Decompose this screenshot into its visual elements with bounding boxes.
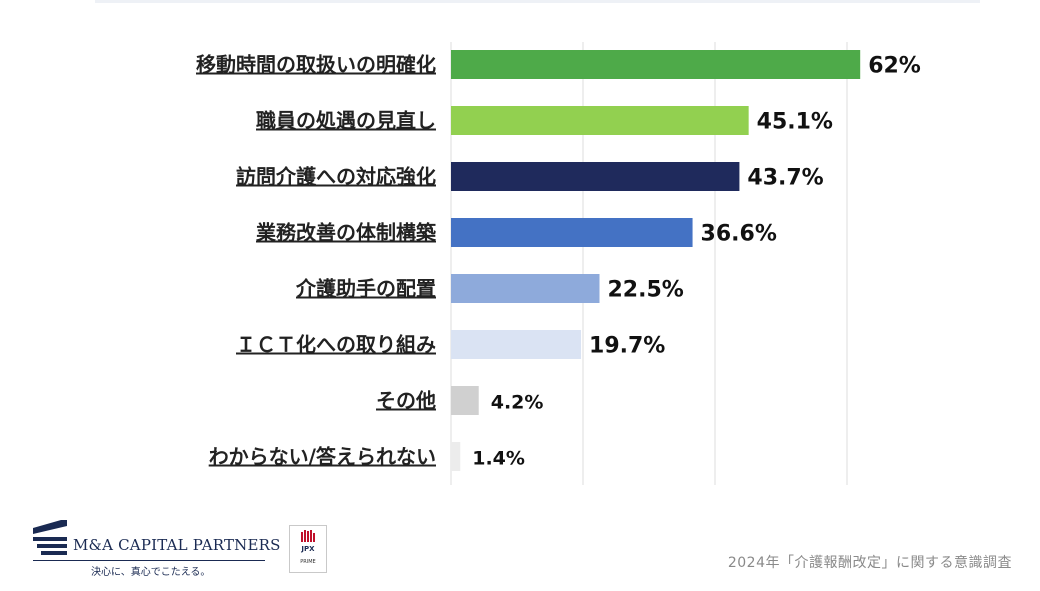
value-label: 43.7% [747, 166, 823, 191]
brand-mark-icon [33, 520, 67, 555]
category-label: その他 [376, 389, 436, 413]
category-label: 介護助手の配置 [295, 277, 436, 301]
horizontal-bar-chart: 移動時間の取扱いの明確化職員の処遇の見直し訪問介護への対応強化業務改善の体制構築… [196, 42, 921, 485]
category-label: わからない/答えられない [209, 445, 436, 469]
bar [451, 106, 749, 135]
jpx-sub-label: PRIME [300, 559, 316, 565]
value-labels: 62% 45.1% 43.7% 36.6% 22.5% 19.7% 4.2% 1.4% [472, 54, 921, 470]
survey-caption: 2024年「介護報酬改定」に関する意識調査 [727, 555, 1012, 571]
value-label: 4.2% [491, 392, 544, 414]
category-label: 職員の処遇の見直し [256, 109, 436, 133]
bar [451, 330, 582, 359]
bar [451, 50, 861, 79]
category-label: 移動時間の取扱いの明確化 [196, 53, 436, 77]
brand-divider [33, 560, 265, 561]
jpx-prime-badge: JPX PRIME [289, 525, 327, 573]
value-label: 36.6% [701, 222, 777, 247]
bar [451, 274, 600, 303]
bar [451, 386, 479, 415]
category-labels: 移動時間の取扱いの明確化職員の処遇の見直し訪問介護への対応強化業務改善の体制構築… [196, 53, 437, 469]
value-label: 19.7% [589, 334, 665, 359]
brand-tagline: 決心に、真心でこたえる。 [91, 567, 211, 578]
brand-name: M&A CAPITAL PARTNERS [73, 536, 281, 554]
bar [451, 162, 740, 191]
brand-logo: M&A CAPITAL PARTNERS 決心に、真心でこたえる。 [33, 520, 280, 578]
value-label: 45.1% [757, 110, 833, 135]
top-accent-line [95, 0, 980, 3]
bar [451, 442, 461, 471]
value-label: 1.4% [472, 448, 525, 470]
category-label: 訪問介護への対応強化 [236, 165, 436, 189]
value-label: 62% [868, 54, 921, 79]
value-label: 22.5% [608, 278, 684, 303]
bar [451, 218, 693, 247]
jpx-label: JPX [301, 545, 315, 553]
category-label: ＩＣＴ化への取り組み [236, 333, 436, 357]
category-label: 業務改善の体制構築 [256, 221, 437, 245]
jpx-logo-icon [301, 530, 315, 542]
bars [451, 50, 861, 471]
